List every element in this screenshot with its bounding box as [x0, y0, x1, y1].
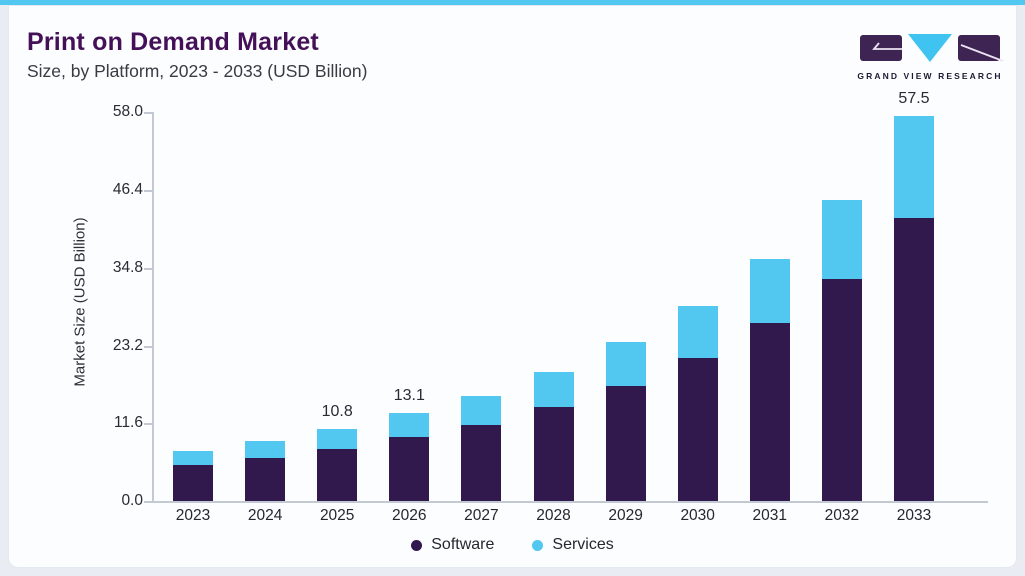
x-tick-label-2025: 2025 [319, 507, 355, 524]
grand-view-research-logo: GRAND VIEW RESEARCH [854, 33, 1006, 81]
bar-segment-services-2029 [605, 342, 646, 386]
bar-segment-services-2030 [677, 306, 718, 358]
x-tick-label-2027: 2027 [464, 507, 499, 524]
bar-total-label-2025: 10.8 [321, 402, 353, 420]
y-tick-label: 11.6 [113, 414, 143, 432]
legend-label-software: Software [431, 536, 495, 553]
bar-total-label-2026: 13.1 [393, 387, 425, 405]
x-tick-label-2031: 2031 [752, 507, 788, 524]
bar-segment-software-2027 [461, 424, 502, 501]
y-tick-mark [144, 112, 152, 115]
x-tick-label-2023: 2023 [175, 507, 211, 524]
bar-segment-software-2028 [533, 407, 574, 501]
bar-segment-software-2029 [605, 385, 646, 501]
logo-text: GRAND VIEW RESEARCH [857, 71, 1003, 81]
x-tick-label-2026: 2026 [392, 507, 427, 524]
bar-segment-services-2032 [821, 199, 862, 280]
x-tick-label-2029: 2029 [608, 507, 643, 524]
x-tick-label-2030: 2030 [680, 507, 715, 524]
bar-segment-software-2031 [749, 322, 790, 501]
y-tick-mark [144, 501, 152, 503]
bar-segment-services-2033 [894, 115, 934, 218]
bar-segment-services-2026 [389, 413, 430, 437]
y-tick-label: 23.2 [112, 336, 143, 354]
y-axis-line [152, 112, 154, 501]
legend-dot-software-icon [411, 539, 423, 551]
y-tick-mark [144, 345, 152, 348]
logo-marks-icon [860, 34, 1004, 62]
bar-segment-services-2024 [245, 441, 286, 459]
legend-item-services: Services [532, 536, 614, 554]
bar-segment-software-2030 [677, 357, 718, 501]
y-tick-label: 46.4 [112, 181, 143, 199]
bar-segment-software-2026 [389, 436, 430, 501]
x-tick-label-2028: 2028 [536, 507, 571, 524]
y-tick-mark [144, 423, 152, 426]
legend-dot-services-icon [532, 539, 544, 551]
chart-legend: Software Services [9, 536, 1016, 554]
bar-segment-services-2031 [749, 259, 790, 323]
x-tick-label-2032: 2032 [824, 507, 860, 524]
bar-segment-services-2027 [461, 396, 502, 425]
bar-segment-software-2023 [173, 464, 213, 501]
bar-segment-services-2025 [317, 428, 358, 449]
y-tick-mark [144, 190, 152, 193]
x-tick-label-2033: 2033 [896, 507, 932, 524]
x-tick-label-2024: 2024 [247, 507, 283, 524]
y-tick-label: 0.0 [121, 492, 143, 509]
bar-segment-software-2025 [317, 448, 358, 501]
chart-subtitle: Size, by Platform, 2023 - 2033 (USD Bill… [27, 61, 368, 81]
legend-item-software: Software [411, 536, 494, 554]
y-tick-label: 34.8 [112, 258, 143, 276]
y-tick-mark [144, 267, 152, 270]
bar-segment-services-2023 [173, 451, 213, 465]
bar-segment-software-2024 [245, 458, 286, 501]
top-accent-stripe [0, 0, 1025, 5]
x-axis-line [152, 501, 988, 503]
bar-segment-software-2033 [894, 217, 934, 501]
legend-label-services: Services [552, 536, 614, 553]
bar-segment-services-2028 [533, 372, 574, 408]
y-tick-label: 58.0 [112, 103, 143, 121]
bar-segment-software-2032 [821, 279, 862, 501]
chart-title: Print on Demand Market [27, 28, 319, 56]
bar-total-label-2033: 57.5 [898, 89, 930, 107]
